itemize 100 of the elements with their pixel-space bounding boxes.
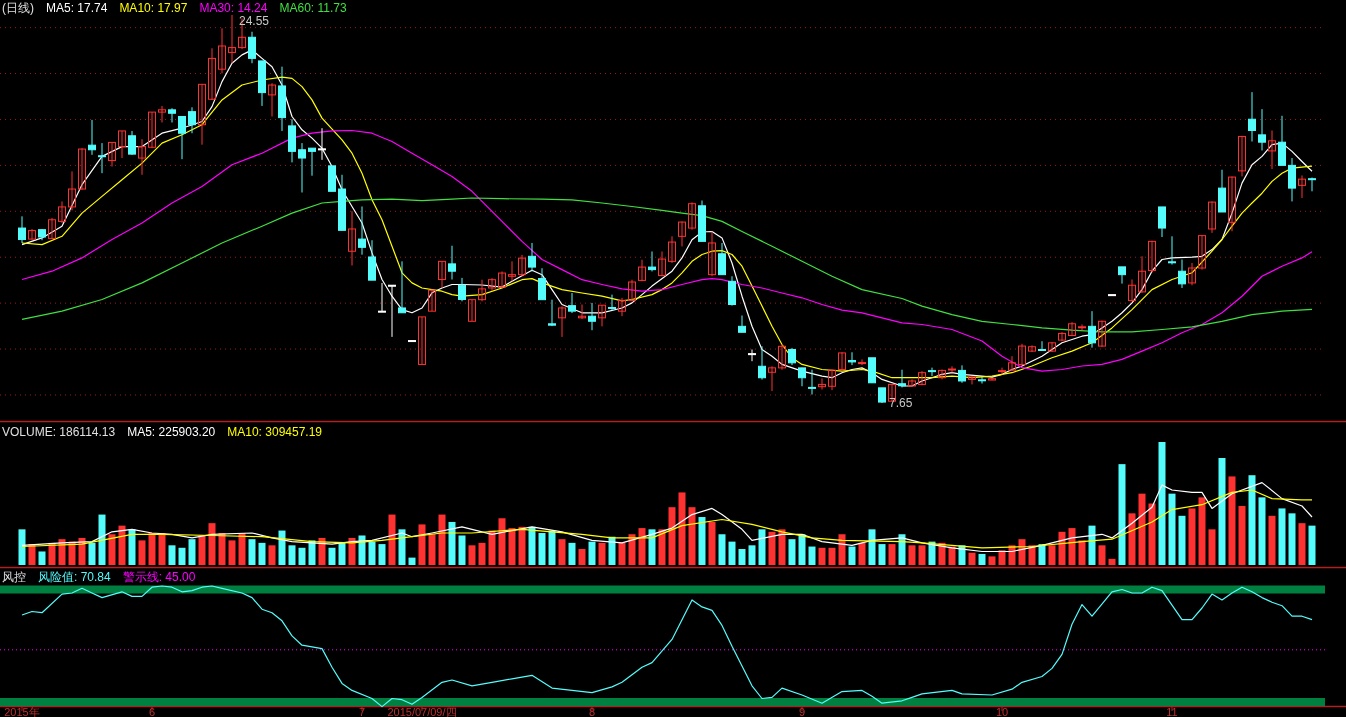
- bar: [908, 545, 916, 565]
- bar: [418, 524, 426, 565]
- bar: [968, 552, 976, 565]
- bar: [768, 531, 776, 565]
- series-label: 风险值: 70.84: [38, 570, 112, 584]
- bar: [508, 528, 516, 565]
- bar: [98, 514, 106, 565]
- bar: [1098, 545, 1106, 565]
- bar: [238, 533, 246, 565]
- bar: [858, 542, 866, 565]
- bar: [1208, 529, 1216, 565]
- x-tick-label: 7: [358, 706, 366, 717]
- bar: [388, 514, 396, 565]
- bar: [448, 521, 456, 565]
- x-tick-label: 9: [798, 706, 806, 717]
- bar: [1278, 508, 1286, 565]
- bar: [248, 539, 256, 565]
- bar: [88, 542, 96, 565]
- annotation: 7.65: [889, 396, 913, 410]
- bar: [708, 521, 716, 565]
- bar: [868, 529, 876, 565]
- bar: [988, 556, 996, 565]
- bar: [228, 540, 236, 565]
- bar: [378, 544, 386, 565]
- bar: [1158, 442, 1166, 565]
- bar: [498, 518, 506, 565]
- bar: [638, 528, 646, 565]
- bar: [718, 534, 726, 565]
- bar: [588, 541, 596, 565]
- bar: [1238, 505, 1246, 565]
- bar: [758, 529, 766, 565]
- bar: [128, 529, 136, 565]
- bar: [598, 542, 606, 565]
- x-tick-label: 11: [1166, 706, 1178, 717]
- bar: [1128, 513, 1136, 565]
- bar: [1018, 539, 1026, 565]
- bar: [918, 545, 926, 565]
- bar: [1288, 513, 1296, 565]
- bar: [278, 530, 286, 565]
- bar: [1148, 503, 1156, 565]
- bar: [558, 539, 566, 565]
- bar: [368, 541, 376, 565]
- bar: [208, 523, 216, 565]
- text: MA5: 17.74: [46, 1, 108, 15]
- bar: [398, 529, 406, 565]
- ref-line-label: 警示线: 45.00: [122, 570, 196, 584]
- bar: [1178, 515, 1186, 565]
- bar: [1198, 497, 1206, 565]
- bar: [468, 545, 476, 565]
- bar: [408, 557, 416, 565]
- bar: [428, 534, 436, 565]
- bar: [1038, 544, 1046, 565]
- bar: [1248, 475, 1256, 565]
- bar: [1068, 528, 1076, 565]
- bar: [1258, 497, 1266, 565]
- chart-title: 风控: [2, 570, 26, 584]
- bar: [678, 492, 686, 565]
- bar: [138, 540, 146, 565]
- bar: [1298, 523, 1306, 565]
- bar: [1108, 558, 1116, 565]
- bar: [258, 542, 266, 565]
- bar: [328, 547, 336, 565]
- text: MA10: 309457.19: [227, 425, 323, 439]
- bar: [458, 535, 466, 565]
- bar: [148, 533, 156, 565]
- bar: [818, 547, 826, 565]
- bar: [488, 530, 496, 565]
- bar: [568, 542, 576, 565]
- bar: [358, 535, 366, 565]
- bar: [1138, 493, 1146, 565]
- bar: [158, 533, 166, 565]
- x-tick-label: 10: [995, 706, 1009, 717]
- bar: [548, 530, 556, 565]
- chart-title: VOLUME: 186114.13: [2, 425, 116, 439]
- bar: [1048, 545, 1056, 565]
- bar: [788, 539, 796, 565]
- x-tick-label: 2015/07/09/四: [387, 706, 457, 717]
- bar: [978, 553, 986, 565]
- bar: [1188, 508, 1196, 565]
- bar: [1058, 531, 1066, 565]
- bar: [538, 533, 546, 565]
- bar: [1308, 525, 1316, 565]
- bar: [118, 525, 126, 565]
- bar: [438, 514, 446, 565]
- bar: [348, 537, 356, 565]
- bar: [48, 542, 56, 565]
- bar: [198, 535, 206, 565]
- bar: [1228, 476, 1236, 565]
- bar: [18, 529, 26, 565]
- bar: [38, 551, 46, 565]
- x-tick-label: 8: [588, 706, 596, 717]
- bar: [218, 533, 226, 565]
- x-tick-label: 2015年: [4, 706, 40, 717]
- bar: [808, 546, 816, 565]
- bar: [168, 545, 176, 565]
- text: MA60: 11.73: [279, 1, 347, 15]
- bar: [888, 544, 896, 565]
- bar: [1028, 545, 1036, 565]
- bar: [778, 529, 786, 565]
- bar: [1118, 464, 1126, 565]
